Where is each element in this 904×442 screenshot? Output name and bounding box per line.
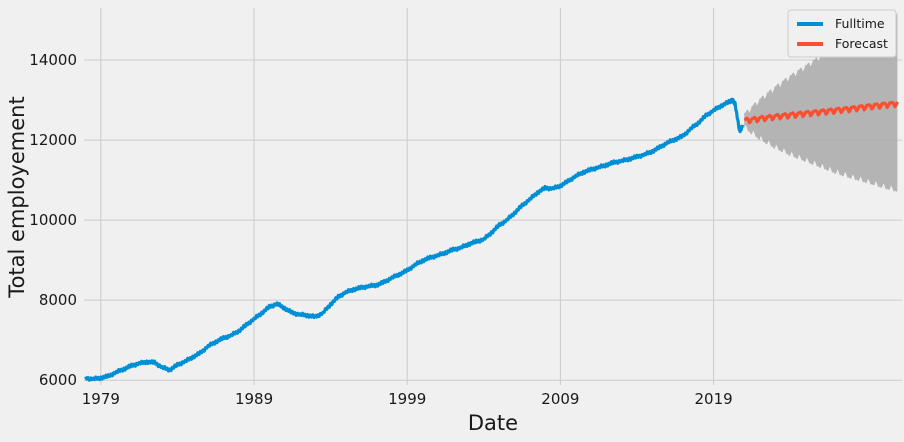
- grid: [84, 8, 902, 385]
- y-tick-label: 8000: [39, 291, 77, 309]
- y-tick-label: 12000: [29, 131, 77, 149]
- series-layer: [84, 97, 899, 382]
- x-tick-label: 2019: [694, 390, 732, 408]
- series-line-forecast: [743, 100, 899, 125]
- x-tick-label: 1989: [235, 390, 273, 408]
- legend-label-forecast: Forecast: [835, 36, 888, 51]
- legend-label-fulltime: Fulltime: [835, 16, 885, 31]
- y-tick-label: 10000: [29, 211, 77, 229]
- y-tick-label: 6000: [39, 371, 77, 389]
- x-tick-label: 1979: [82, 390, 120, 408]
- y-tick-label: 14000: [29, 51, 77, 69]
- x-tick-label: 1999: [388, 390, 426, 408]
- x-tick-label: 2009: [541, 390, 579, 408]
- legend: Fulltime Forecast: [787, 9, 897, 58]
- y-axis-label: Total employement: [5, 96, 29, 298]
- tick-labels: 1979 1989 1999 2009 2019 6000 8000 10000 12000 14…: [29, 51, 732, 408]
- x-axis-label: Date: [468, 411, 518, 435]
- series-line-fulltime: [84, 97, 745, 382]
